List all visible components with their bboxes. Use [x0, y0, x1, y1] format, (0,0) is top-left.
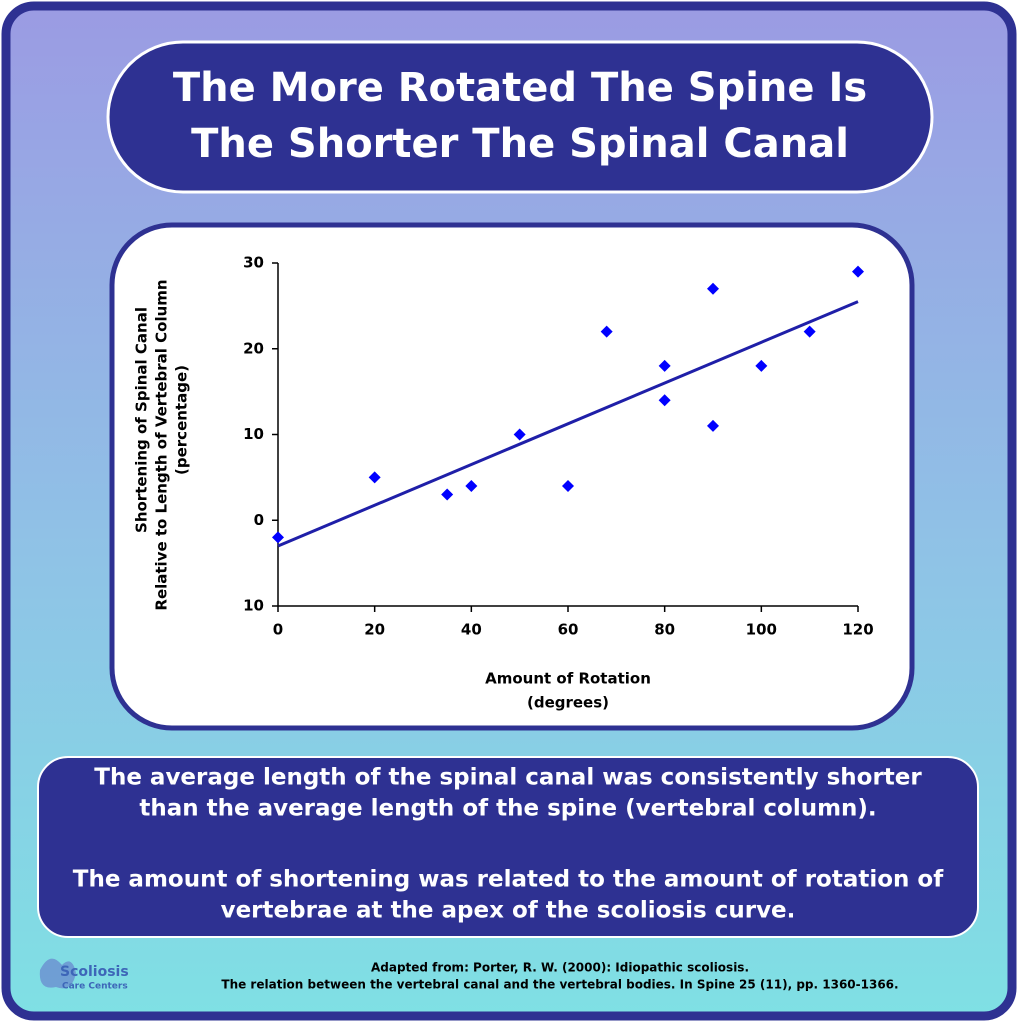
x-tick-label: 120 — [842, 621, 873, 639]
y-tick-label: 10 — [243, 425, 264, 443]
data-point — [658, 394, 671, 407]
data-point — [755, 359, 768, 372]
title: The Shorter The Spinal Canal — [191, 121, 849, 167]
citation: Adapted from: Porter, R. W. (2000): Idio… — [371, 961, 749, 975]
y-tick-label: 0 — [254, 511, 264, 529]
data-point — [441, 488, 454, 501]
data-point — [803, 325, 816, 338]
data-point — [562, 479, 574, 492]
title-box — [106, 40, 934, 194]
data-point — [707, 419, 719, 432]
chart-panel — [109, 222, 915, 731]
summary-text: than the average length of the spine (ve… — [139, 796, 876, 822]
x-tick-label: 100 — [746, 621, 777, 639]
y-axis-label: Relative to Length of Vertebral Column — [153, 279, 171, 610]
x-axis-label: Amount of Rotation — [485, 670, 651, 688]
y-tick-label: 20 — [243, 339, 264, 357]
data-point — [368, 471, 381, 484]
title: The More Rotated The Spine Is — [173, 65, 867, 111]
y-tick-label: 10 — [243, 597, 264, 615]
citation: The relation between the vertebral canal… — [221, 978, 898, 992]
x-tick-label: 40 — [461, 621, 482, 639]
data-point — [465, 479, 478, 492]
x-tick-label: 80 — [654, 621, 675, 639]
summary-text: The average length of the spinal canal w… — [94, 765, 922, 791]
logo-text: Care Centers — [62, 982, 128, 992]
x-tick-label: 20 — [364, 621, 385, 639]
x-tick-label: 0 — [273, 621, 283, 639]
data-point — [852, 265, 864, 278]
y-tick-label: 30 — [243, 254, 264, 272]
y-axis-label: Shortening of Spinal Canal — [133, 307, 151, 533]
x-axis-label: (degrees) — [527, 694, 609, 712]
summary-text: The amount of shortening was related to … — [73, 867, 944, 893]
data-point — [272, 531, 284, 544]
data-point — [658, 359, 671, 372]
logo-icon — [39, 958, 76, 989]
summary-box — [37, 756, 979, 938]
data-point — [600, 325, 613, 338]
trend-line — [277, 300, 859, 548]
data-point — [513, 428, 526, 441]
logo-text: Scoliosis — [60, 964, 129, 980]
data-point — [707, 282, 719, 295]
summary-text: vertebrae at the apex of the scoliosis c… — [221, 898, 796, 924]
x-tick-label: 60 — [558, 621, 579, 639]
y-axis-label: (percentage) — [173, 365, 191, 475]
